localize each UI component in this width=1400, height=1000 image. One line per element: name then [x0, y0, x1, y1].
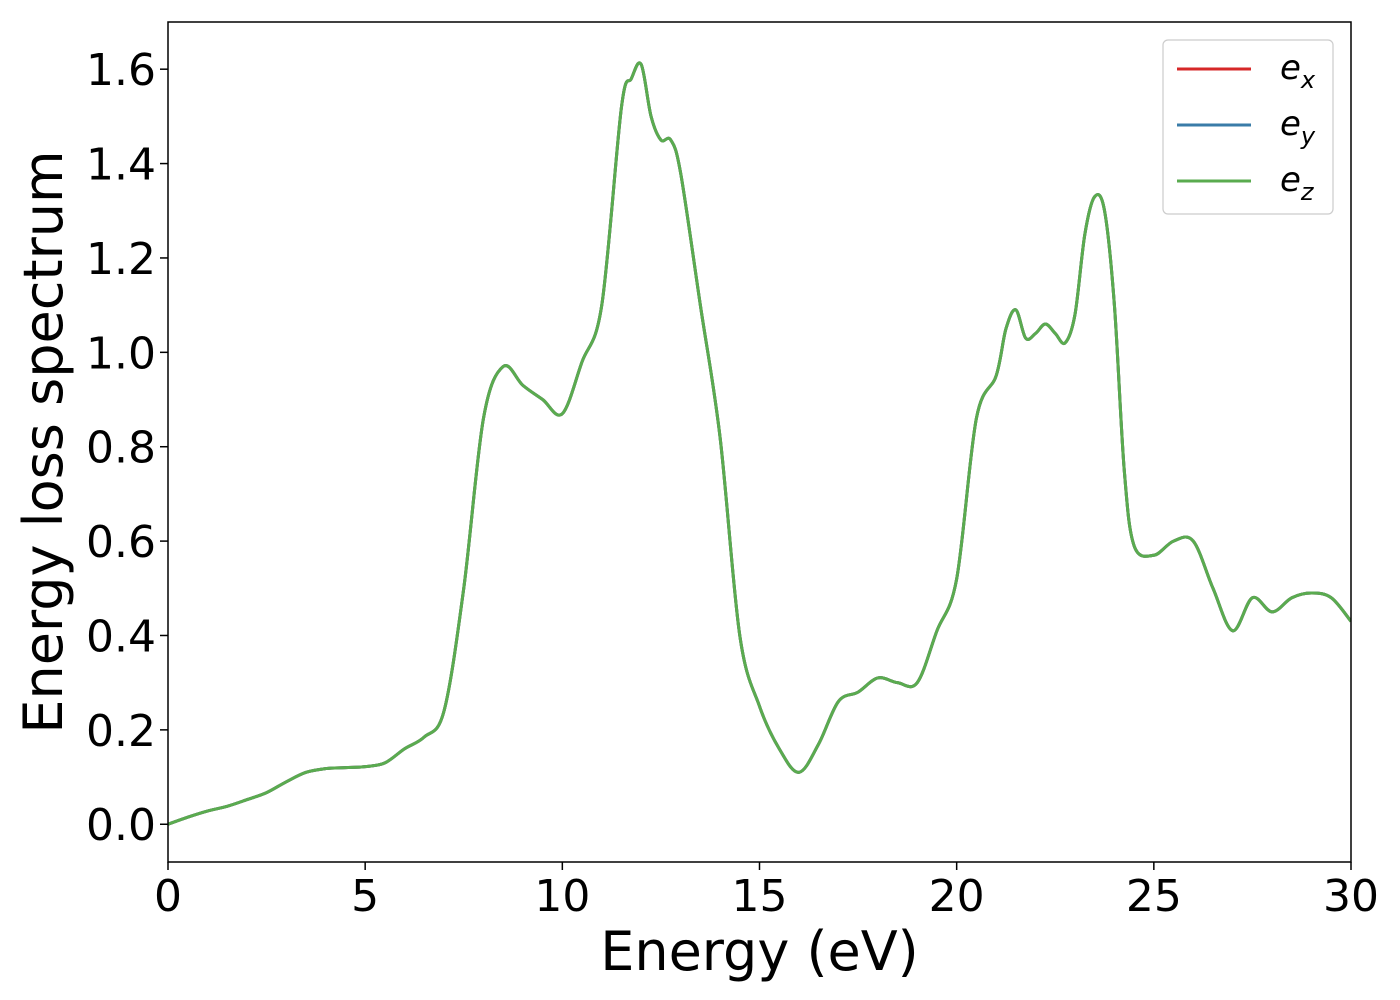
legend-label-ex: ex — [1280, 48, 1316, 94]
y-tick-label: 1.0 — [86, 328, 156, 379]
x-tick-label: 25 — [1126, 871, 1182, 922]
y-tick-label: 0.0 — [86, 800, 156, 851]
y-tick-label: 1.2 — [86, 234, 156, 285]
series-line-ez — [168, 61, 1351, 826]
x-axis-label: Energy (eV) — [600, 920, 919, 983]
x-axis-ticks: 0 5 10 15 20 25 30 — [154, 862, 1379, 922]
y-tick-label: 1.4 — [86, 140, 156, 191]
legend-label-ey: ey — [1280, 104, 1316, 150]
x-tick-label: 15 — [732, 871, 788, 922]
y-axis-ticks: 0.0 0.2 0.4 0.6 0.8 1.0 1.2 1.4 1.6 — [86, 45, 168, 851]
x-tick-label: 5 — [351, 871, 379, 922]
x-tick-label: 0 — [154, 871, 182, 922]
y-tick-label: 0.6 — [86, 517, 156, 568]
y-tick-label: 0.4 — [86, 611, 156, 662]
series-layer — [168, 61, 1351, 826]
y-tick-label: 0.2 — [86, 706, 156, 757]
plot-area — [167, 21, 1352, 863]
legend-box — [1162, 39, 1334, 215]
y-tick-label: 0.8 — [86, 423, 156, 474]
x-tick-label: 20 — [929, 871, 985, 922]
legend-label-ez: ez — [1280, 160, 1315, 206]
x-tick-label: 30 — [1323, 871, 1379, 922]
y-tick-label: 1.6 — [86, 45, 156, 96]
y-axis-label: Energy loss spectrum — [12, 150, 75, 733]
x-tick-label: 10 — [534, 871, 590, 922]
legend: ex ey ez — [1162, 39, 1334, 215]
